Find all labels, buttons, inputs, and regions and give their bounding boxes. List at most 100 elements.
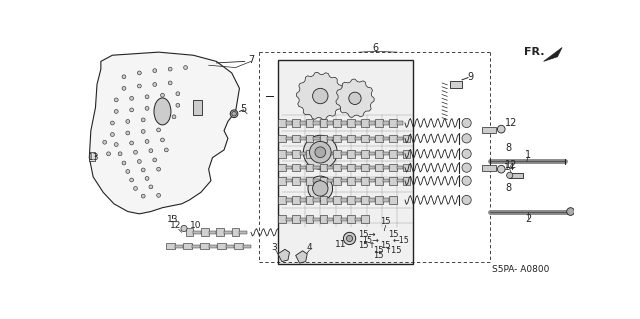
Circle shape <box>115 143 118 146</box>
Bar <box>383 166 389 169</box>
Text: 13: 13 <box>166 215 178 224</box>
Circle shape <box>115 98 118 102</box>
Bar <box>285 218 292 221</box>
Circle shape <box>145 95 149 99</box>
Circle shape <box>115 109 118 113</box>
Bar <box>397 122 403 124</box>
Bar <box>306 177 314 185</box>
Bar <box>292 164 300 172</box>
Circle shape <box>134 150 138 154</box>
Bar <box>285 179 292 182</box>
Circle shape <box>349 92 361 105</box>
Bar <box>285 137 292 140</box>
Bar <box>300 166 306 169</box>
Bar <box>355 198 361 202</box>
Bar <box>285 198 292 202</box>
Circle shape <box>138 84 141 88</box>
Circle shape <box>149 185 153 189</box>
Text: 8: 8 <box>505 143 511 152</box>
Bar <box>285 152 292 155</box>
Bar <box>319 119 327 127</box>
Text: 15: 15 <box>372 246 383 255</box>
Circle shape <box>126 131 130 135</box>
Bar <box>333 196 341 204</box>
Circle shape <box>126 120 130 123</box>
Circle shape <box>462 195 471 204</box>
Bar <box>192 245 200 248</box>
Bar <box>333 164 341 172</box>
Bar <box>397 137 403 140</box>
Bar <box>361 119 369 127</box>
Bar <box>348 215 355 223</box>
Text: 10: 10 <box>190 221 202 230</box>
Circle shape <box>312 181 328 196</box>
Text: 15→: 15→ <box>358 230 375 239</box>
Bar <box>306 215 314 223</box>
Bar <box>341 198 348 202</box>
Bar <box>355 152 361 155</box>
Text: 12: 12 <box>170 221 181 230</box>
Text: 12: 12 <box>505 118 518 128</box>
Bar <box>306 135 314 142</box>
Bar <box>243 245 251 248</box>
Bar <box>333 119 341 127</box>
Bar <box>306 164 314 172</box>
Bar <box>232 228 239 236</box>
Text: 15: 15 <box>388 230 399 239</box>
Circle shape <box>315 147 326 158</box>
Circle shape <box>161 105 164 109</box>
Bar <box>285 166 292 169</box>
Bar <box>403 164 410 172</box>
Circle shape <box>157 193 161 197</box>
Bar <box>278 119 285 127</box>
Bar <box>278 60 413 264</box>
Bar <box>217 243 225 249</box>
Bar <box>333 150 341 158</box>
Circle shape <box>176 103 180 107</box>
Circle shape <box>161 93 164 97</box>
Bar <box>193 100 202 115</box>
Bar <box>375 150 383 158</box>
Circle shape <box>346 235 353 241</box>
Bar <box>361 164 369 172</box>
Bar <box>225 245 234 248</box>
Circle shape <box>312 88 328 104</box>
Circle shape <box>122 75 126 79</box>
Bar <box>314 198 319 202</box>
Circle shape <box>507 172 513 178</box>
Bar <box>327 218 333 221</box>
Bar <box>341 166 348 169</box>
Bar <box>403 135 410 142</box>
Bar <box>375 135 383 142</box>
Bar <box>348 177 355 185</box>
Circle shape <box>149 149 153 152</box>
Bar <box>375 164 383 172</box>
Circle shape <box>462 163 471 172</box>
Circle shape <box>164 148 168 152</box>
Bar <box>314 122 319 124</box>
Bar <box>348 119 355 127</box>
Bar <box>292 196 300 204</box>
Bar <box>209 245 217 248</box>
Bar <box>278 150 285 158</box>
Circle shape <box>111 121 115 125</box>
Bar <box>186 228 193 236</box>
Bar <box>175 245 183 248</box>
Bar <box>278 215 285 223</box>
Circle shape <box>141 118 145 122</box>
Bar <box>319 164 327 172</box>
Bar <box>333 177 341 185</box>
Circle shape <box>157 128 161 132</box>
Bar <box>166 243 175 249</box>
Bar <box>319 135 327 142</box>
Bar <box>341 152 348 155</box>
Circle shape <box>130 96 134 100</box>
Circle shape <box>145 107 149 110</box>
Bar <box>355 122 361 124</box>
Bar <box>327 198 333 202</box>
Circle shape <box>118 152 122 156</box>
Circle shape <box>310 141 331 163</box>
Circle shape <box>181 226 187 232</box>
Bar <box>348 196 355 204</box>
Circle shape <box>130 108 134 112</box>
